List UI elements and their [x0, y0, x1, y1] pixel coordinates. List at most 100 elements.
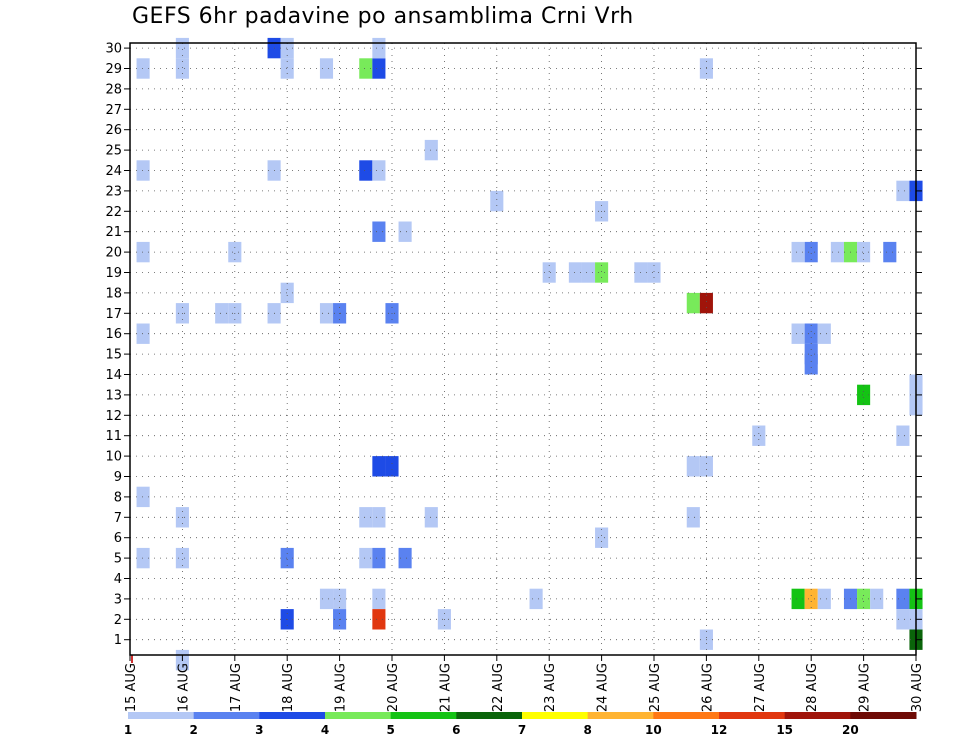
- precip-cell: [280, 282, 294, 304]
- precip-cell: [372, 507, 386, 528]
- precip-cell: [372, 609, 386, 630]
- y-tick-label: 21: [105, 225, 122, 240]
- precip-cell: [896, 588, 910, 610]
- precip-cell: [372, 588, 386, 610]
- chart-title: GEFS 6hr padavine po ansamblima Crni Vrh: [132, 4, 634, 29]
- precip-cell: [568, 262, 582, 283]
- precip-cell: [830, 241, 844, 263]
- x-tick-label: 15 AUG: [124, 663, 139, 712]
- x-tick-label: 19 AUG: [334, 663, 349, 712]
- precip-cell: [424, 139, 438, 161]
- precip-cell: [791, 241, 805, 263]
- precip-cell: [372, 58, 386, 79]
- precip-cell: [686, 292, 700, 314]
- precip-cell: [319, 588, 334, 610]
- legend-swatch: [193, 712, 260, 719]
- legend-swatch: [128, 712, 195, 719]
- y-tick-label: 26: [105, 123, 122, 138]
- y-tick-label: 14: [105, 368, 122, 383]
- y-tick-label: 7: [114, 511, 122, 526]
- precip-cell: [359, 507, 373, 528]
- precip-cell: [857, 384, 871, 406]
- x-tick-label: 26 AUG: [700, 663, 715, 712]
- precip-cell: [804, 354, 818, 375]
- y-tick-label: 22: [105, 205, 122, 220]
- legend-label: 7: [518, 723, 526, 737]
- legend-label: 15: [776, 723, 793, 737]
- precip-cell: [175, 547, 189, 569]
- precip-cell: [319, 58, 334, 79]
- legend-swatch: [390, 712, 457, 719]
- legend-label: 5: [386, 723, 394, 737]
- y-tick-label: 28: [105, 82, 122, 97]
- precip-cell: [319, 303, 334, 324]
- legend-swatch: [456, 712, 523, 719]
- precip-cell: [896, 180, 910, 202]
- precip-cell: [136, 486, 150, 508]
- precip-cell: [359, 58, 373, 79]
- legend-swatch: [522, 712, 589, 719]
- x-tick-label: 24 AUG: [596, 663, 611, 712]
- precip-cell: [136, 547, 150, 569]
- precip-cell: [896, 609, 910, 630]
- precip-cell: [136, 160, 150, 181]
- y-tick-label: 27: [105, 103, 122, 118]
- y-tick-label: 23: [105, 184, 122, 199]
- y-tick-label: 6: [114, 531, 122, 546]
- x-tick-label: 22 AUG: [491, 663, 506, 712]
- data-cells: [136, 37, 923, 671]
- legend-label: 3: [255, 723, 263, 737]
- precip-cell: [595, 262, 609, 283]
- legend-label: 8: [583, 723, 591, 737]
- legend-swatch: [259, 712, 326, 719]
- precip-cell: [372, 221, 386, 242]
- precip-cell: [804, 241, 818, 263]
- legend-label: 6: [452, 723, 460, 737]
- precip-cell: [686, 456, 700, 477]
- precip-cell: [896, 425, 910, 446]
- x-tick-label: 21 AUG: [438, 663, 453, 712]
- precip-cell: [372, 37, 386, 59]
- x-tick-label: 20 AUG: [386, 663, 401, 712]
- legend-label: 20: [842, 723, 859, 737]
- precip-cell: [385, 456, 399, 477]
- legend-label: 12: [711, 723, 728, 737]
- y-tick-label: 19: [105, 266, 122, 281]
- y-tick-label: 18: [105, 286, 122, 301]
- precip-cell: [372, 547, 386, 569]
- precip-cell: [817, 588, 831, 610]
- y-axis-ticks: 1234567891011121314151617181920212223242…: [105, 42, 922, 648]
- grid-lines: [129, 43, 917, 655]
- legend-swatch: [653, 712, 720, 719]
- y-tick-label: 13: [105, 388, 122, 403]
- precip-cell: [490, 190, 504, 212]
- legend-label: 4: [321, 723, 329, 737]
- y-tick-label: 4: [114, 572, 122, 587]
- precip-cell: [686, 507, 700, 528]
- precip-cell: [791, 323, 805, 344]
- y-tick-label: 30: [105, 42, 122, 57]
- precip-cell: [398, 221, 412, 242]
- precip-cell: [870, 588, 884, 610]
- y-tick-label: 29: [105, 62, 122, 77]
- precip-cell: [804, 588, 818, 610]
- y-tick-label: 11: [105, 429, 122, 444]
- x-tick-label: 25 AUG: [648, 663, 663, 712]
- precip-cell: [857, 241, 871, 263]
- precip-cell: [699, 456, 713, 477]
- precip-cell: [136, 58, 150, 79]
- precip-cell: [398, 547, 412, 569]
- x-tick-label: 28 AUG: [805, 663, 820, 712]
- precip-cell: [817, 323, 831, 344]
- precip-cell: [280, 58, 294, 79]
- precip-cell: [529, 588, 543, 610]
- y-tick-label: 8: [114, 490, 122, 505]
- precip-cell: [333, 588, 347, 610]
- y-tick-label: 15: [105, 348, 122, 363]
- x-tick-label: 16 AUG: [176, 663, 191, 712]
- precip-cell: [359, 160, 373, 181]
- y-tick-label: 10: [105, 450, 122, 465]
- precip-cell: [136, 323, 150, 344]
- y-tick-label: 25: [105, 144, 122, 159]
- precip-cell: [280, 547, 294, 569]
